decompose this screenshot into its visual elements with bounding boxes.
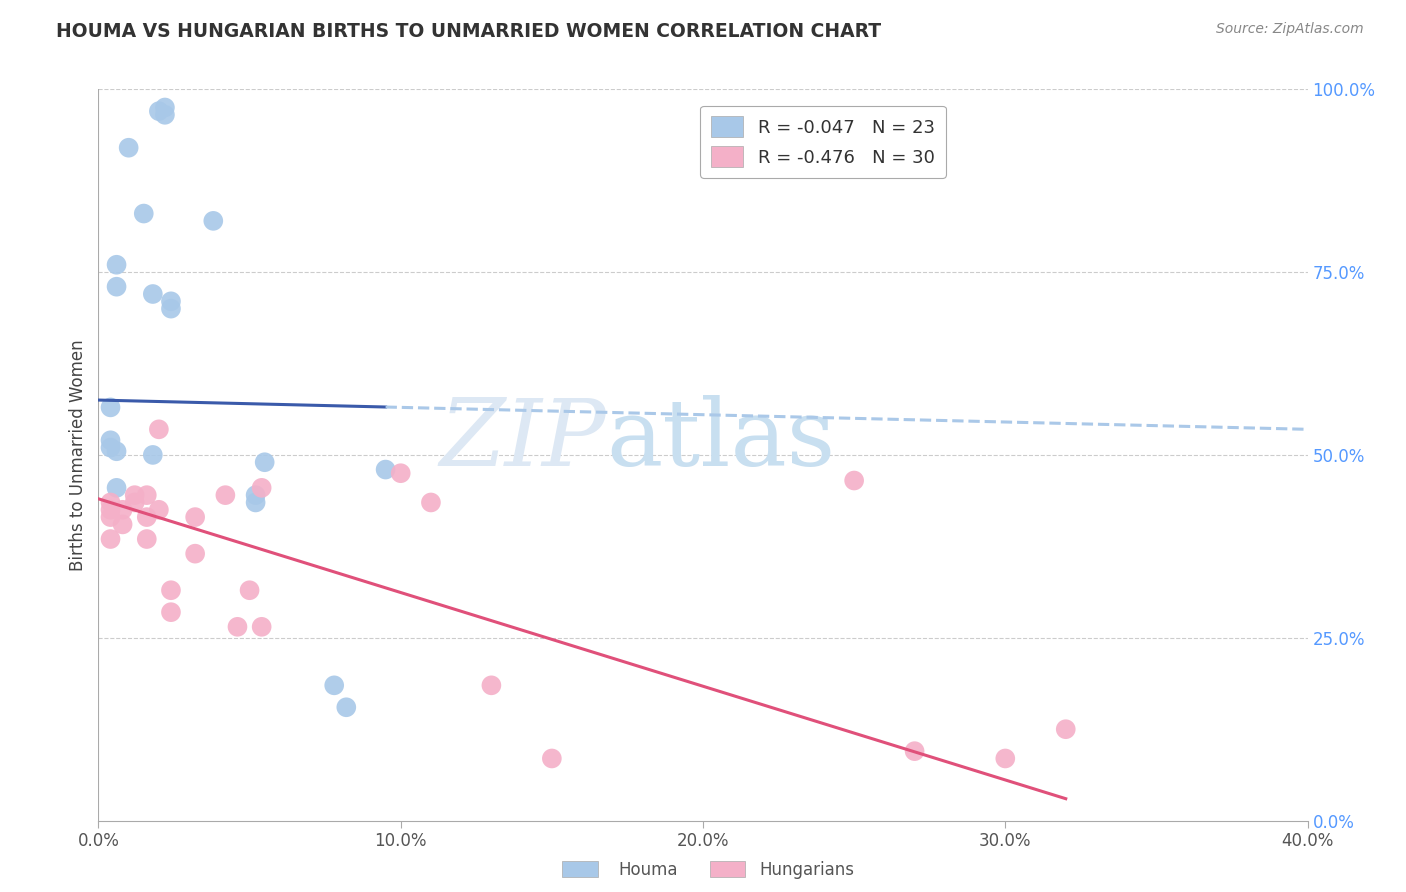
Point [100,510,122,524]
Point [1054,723,1077,737]
Point [124,488,146,502]
Text: Hungarians: Hungarians [759,861,855,879]
Text: ZIP: ZIP [440,395,606,485]
Point [142,448,165,462]
Point [100,434,122,448]
Point [148,503,170,517]
Point [135,510,157,524]
Point [184,547,207,561]
Point [153,108,176,122]
Point [904,744,927,758]
Point [135,488,157,502]
Point [323,678,346,692]
Legend: R = -0.047   N = 23, R = -0.476   N = 30: R = -0.047 N = 23, R = -0.476 N = 30 [700,105,946,178]
Point [124,495,146,509]
Y-axis label: Births to Unmarried Women: Births to Unmarried Women [69,339,87,571]
Point [105,481,128,495]
Point [226,620,249,634]
Text: Source: ZipAtlas.com: Source: ZipAtlas.com [1216,22,1364,37]
Point [132,206,155,220]
Point [105,444,128,458]
Point [100,441,122,455]
Point [135,532,157,546]
Point [105,258,128,272]
Text: HOUMA VS HUNGARIAN BIRTHS TO UNMARRIED WOMEN CORRELATION CHART: HOUMA VS HUNGARIAN BIRTHS TO UNMARRIED W… [56,22,882,41]
Point [253,455,276,469]
Point [184,510,207,524]
Point [250,481,273,495]
Point [844,474,866,488]
Point [160,301,183,316]
Point [160,605,183,619]
Point [100,503,122,517]
Point [214,488,236,502]
Point [111,503,134,517]
Point [335,700,357,714]
Point [148,422,170,436]
Point [160,583,183,598]
Point [100,495,122,509]
Point [245,488,267,502]
Point [540,751,562,765]
Point [153,101,176,115]
Point [100,532,122,546]
Point [142,287,165,301]
Point [250,620,273,634]
Point [481,678,503,692]
Point [389,466,412,480]
Point [245,495,267,509]
Point [374,462,396,476]
Point [994,751,1017,765]
Point [239,583,262,598]
Point [118,141,141,155]
Text: Houma: Houma [619,861,678,879]
Point [202,214,225,228]
Point [111,517,134,532]
Point [100,401,122,415]
Point [105,279,128,293]
Point [420,495,443,509]
Point [148,104,170,119]
Point [160,294,183,309]
Text: atlas: atlas [606,395,835,485]
